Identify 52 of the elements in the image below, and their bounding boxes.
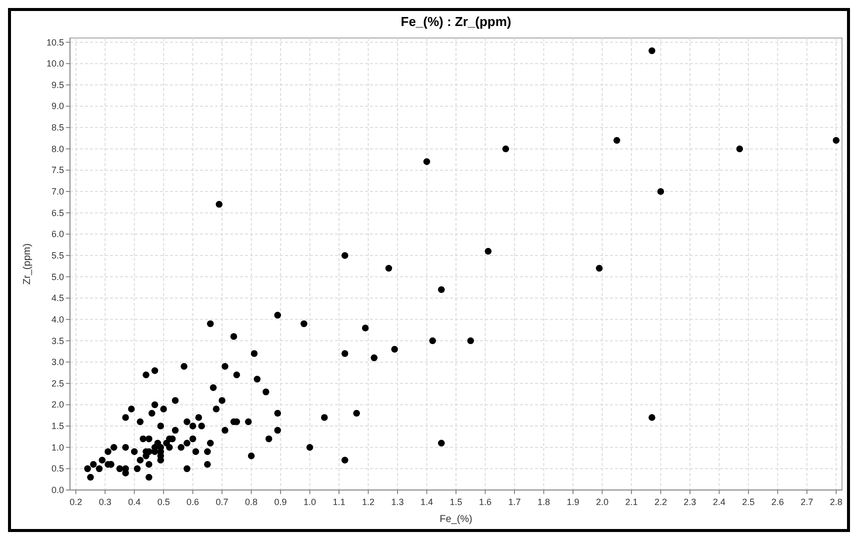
y-tick-label: 3.0 [51, 357, 64, 368]
x-axis-title: Fe_(%) [440, 514, 472, 525]
y-tick-label: 8.5 [51, 122, 64, 133]
x-tick-label: 1.0 [304, 497, 316, 507]
y-tick-label: 0.0 [51, 485, 64, 495]
x-tick-label: 2.3 [684, 497, 696, 507]
x-tick-label: 2.7 [800, 497, 814, 507]
x-tick-label: 2.1 [625, 497, 638, 507]
y-tick-label: 10.0 [46, 58, 64, 69]
y-tick-label: 0.5 [51, 464, 64, 474]
y-tick-label: 7.5 [51, 165, 64, 176]
y-tick-label: 5.0 [51, 272, 64, 282]
y-tick-label: 9.0 [51, 101, 64, 112]
x-tick-label: 1.7 [508, 497, 521, 507]
x-tick-label: 0.7 [216, 497, 228, 507]
x-tick-label: 1.1 [332, 497, 346, 507]
y-tick-label: 3.5 [51, 336, 64, 346]
x-tick-label: 0.2 [70, 497, 82, 507]
x-tick-label: 0.4 [128, 497, 141, 507]
x-tick-label: 1.2 [362, 497, 375, 507]
x-tick-label: 2.5 [742, 497, 755, 507]
x-tick-label: 0.3 [98, 497, 112, 507]
x-tick-label: 2.8 [830, 497, 842, 507]
y-tick-label: 4.5 [51, 293, 64, 304]
x-tick-label: 1.6 [478, 497, 492, 507]
x-tick-label: 0.5 [157, 497, 170, 507]
y-tick-label: 1.0 [51, 442, 64, 452]
x-tick-label: 0.9 [274, 497, 287, 507]
y-tick-label: 7.0 [51, 186, 64, 197]
y-tick-label: 1.5 [51, 421, 64, 432]
x-tick-label: 1.8 [537, 497, 550, 507]
x-tick-label: 1.5 [450, 497, 462, 507]
chart-title: Fe_(%) : Zr_(ppm) [400, 14, 512, 29]
y-tick-label: 8.0 [51, 144, 64, 154]
y-tick-label: 6.5 [51, 208, 64, 218]
y-tick-label: 5.5 [51, 250, 64, 260]
x-tick-label: 0.6 [186, 497, 200, 507]
x-tick-label: 1.9 [566, 497, 580, 507]
x-tick-label: 2.4 [712, 497, 726, 507]
y-tick-label: 9.5 [51, 80, 64, 90]
x-tick-label: 1.4 [420, 497, 434, 507]
x-tick-label: 0.8 [245, 497, 258, 507]
x-tick-label: 2.2 [654, 497, 667, 507]
y-axis-title: Zr_(ppm) [22, 243, 33, 285]
y-tick-label: 10.5 [46, 37, 64, 48]
y-tick-label: 6.0 [51, 229, 64, 240]
x-tick-label: 2.0 [596, 497, 608, 507]
x-tick-label: 2.6 [771, 497, 784, 507]
x-tick-label: 1.3 [391, 497, 404, 507]
y-tick-label: 4.0 [51, 314, 64, 324]
y-tick-label: 2.0 [51, 400, 64, 410]
y-tick-label: 2.5 [51, 378, 64, 388]
